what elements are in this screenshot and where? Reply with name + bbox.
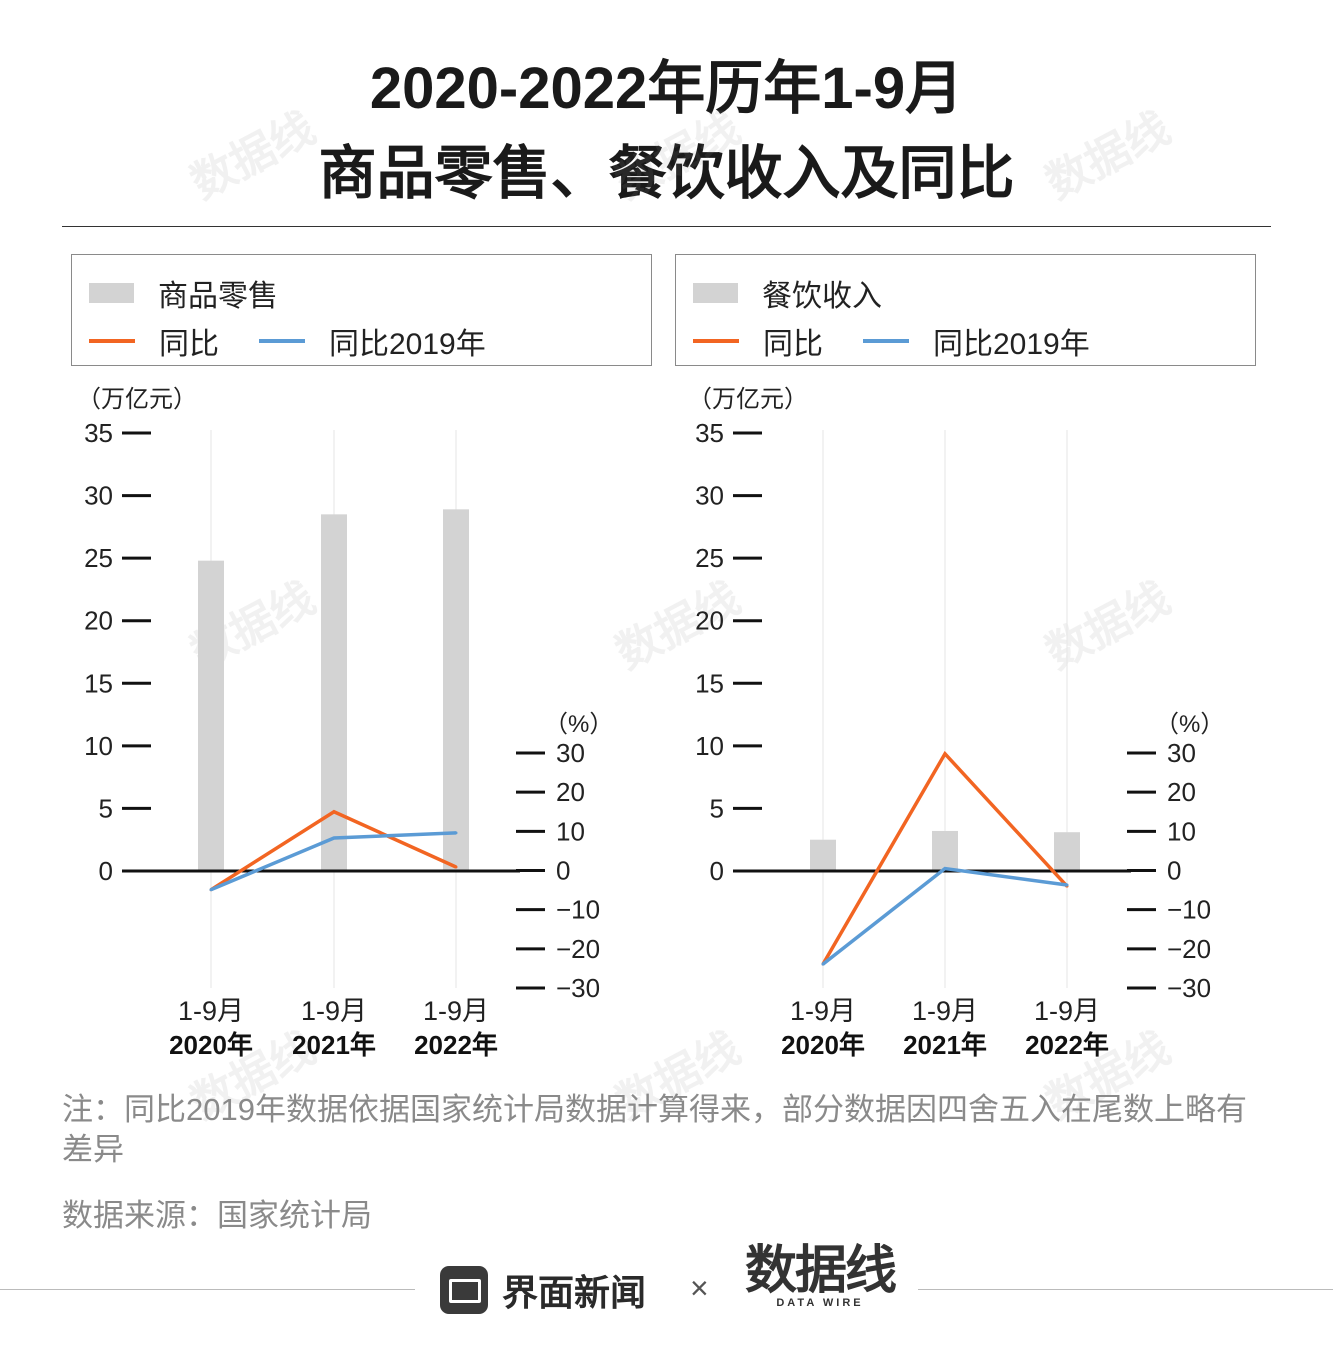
legend-catering: 餐饮收入 同比 同比2019年 [675, 254, 1256, 366]
series-point [821, 962, 825, 966]
title-divider [62, 226, 1271, 227]
y-tick-label: 10 [84, 731, 113, 761]
datawire-logo: 数据线 [745, 1242, 897, 1300]
datawire-subtitle: DATA WIRE [776, 1297, 864, 1309]
y-tick-label: 10 [695, 731, 724, 761]
x-tick-label: 1-9月 [912, 996, 978, 1026]
legend-item-bar: 商品零售 [89, 271, 278, 315]
times-sign: × [690, 1270, 709, 1306]
x-tick-label-year: 2021年 [903, 1030, 987, 1060]
chart-title-line2: 商品零售、餐饮收入及同比 [318, 141, 1015, 206]
y2-tick-label: 0 [556, 856, 570, 886]
legend-item-yoy: 同比 [693, 319, 823, 363]
y-tick-label: 5 [710, 793, 724, 823]
legend-item-yoy: 同比 [89, 319, 219, 363]
x-tick-label-year: 2022年 [414, 1030, 498, 1060]
legend-swatch-yoy [89, 339, 135, 343]
y2-tick-label: 20 [1167, 777, 1196, 807]
brand-datawire: 数据线 DATA WIRE [745, 1242, 897, 1309]
series-point [454, 831, 458, 835]
footer-divider-right [918, 1289, 1333, 1290]
legend-label: 同比 [159, 328, 219, 361]
legend-swatch-bar [89, 283, 134, 303]
x-tick-label-year: 2020年 [781, 1030, 865, 1060]
y-tick-label: 20 [695, 606, 724, 636]
y2-tick-label: 10 [556, 816, 585, 846]
y-tick-label: 30 [695, 481, 724, 511]
y-tick-label: 35 [695, 418, 724, 448]
y2-tick-label: −30 [1167, 973, 1211, 1003]
bar [198, 560, 224, 871]
x-tick-label: 1-9月 [1034, 996, 1100, 1026]
y-tick-label: 35 [84, 418, 113, 448]
x-tick-label-year: 2020年 [169, 1030, 253, 1060]
y2-tick-label: 10 [1167, 816, 1196, 846]
y2-tick-label: −10 [556, 895, 600, 925]
y-tick-label: 25 [84, 543, 113, 573]
y-axis-label: （万亿元） [77, 386, 197, 413]
bar [810, 839, 836, 871]
x-tick-label-year: 2021年 [292, 1030, 376, 1060]
y-tick-label: 15 [695, 668, 724, 698]
bar [932, 830, 958, 871]
y-tick-label: 5 [99, 793, 113, 823]
x-tick-label: 1-9月 [423, 996, 489, 1026]
legend-label: 同比2019年 [933, 328, 1090, 361]
series-point [943, 752, 947, 756]
legend-item-vs2019: 同比2019年 [863, 319, 1090, 363]
legend-retail: 商品零售 同比 同比2019年 [71, 254, 652, 366]
y2-tick-label: 30 [1167, 738, 1196, 768]
legend-swatch-bar [693, 283, 738, 303]
legend-swatch-yoy [693, 339, 739, 343]
y2-axis-label: （%） [544, 711, 613, 738]
series-point [454, 865, 458, 869]
chart-title-line1: 2020-2022年历年1-9月 [369, 56, 964, 121]
bar [443, 509, 469, 871]
y-tick-label: 15 [84, 668, 113, 698]
y2-tick-label: −30 [556, 973, 600, 1003]
legend-item-bar: 餐饮收入 [693, 271, 882, 315]
jiemian-logo-icon [440, 1266, 488, 1314]
brand-name: 界面新闻 [502, 1272, 647, 1313]
legend-label: 商品零售 [158, 280, 278, 313]
y2-tick-label: 20 [556, 777, 585, 807]
y2-tick-label: −10 [1167, 895, 1211, 925]
y-tick-label: 0 [99, 856, 113, 886]
x-tick-label-year: 2022年 [1025, 1030, 1109, 1060]
y2-axis-label: （%） [1155, 711, 1224, 738]
y2-tick-label: 30 [556, 738, 585, 768]
series-point [332, 836, 336, 840]
x-tick-label: 1-9月 [301, 996, 367, 1026]
legend-label: 同比 [763, 328, 823, 361]
legend-label: 餐饮收入 [762, 280, 882, 313]
footer-divider-left [0, 1289, 415, 1290]
series-point [209, 888, 213, 892]
series-point [943, 867, 947, 871]
x-tick-label: 1-9月 [790, 996, 856, 1026]
y-axis-label: （万亿元） [688, 386, 808, 413]
legend-swatch-vs2019 [863, 339, 909, 343]
x-tick-label: 1-9月 [178, 996, 244, 1026]
y-tick-label: 30 [84, 481, 113, 511]
legend-item-vs2019: 同比2019年 [259, 319, 486, 363]
y2-tick-label: 0 [1167, 856, 1181, 886]
data-source: 数据来源：国家统计局 [62, 1198, 372, 1233]
y-tick-label: 25 [695, 543, 724, 573]
y2-tick-label: −20 [556, 934, 600, 964]
footnote: 注：同比2019年数据依据国家统计局数据计算得来，部分数据因四舍五入在尾数上略有… [62, 1092, 1247, 1167]
brand-jiemian: 界面新闻 [440, 1264, 646, 1316]
y-tick-label: 20 [84, 606, 113, 636]
legend-swatch-vs2019 [259, 339, 305, 343]
series-point [1065, 883, 1069, 887]
legend-label: 同比2019年 [329, 328, 486, 361]
series-point [332, 810, 336, 814]
y-tick-label: 0 [710, 856, 724, 886]
bar [1054, 832, 1080, 871]
y2-tick-label: −20 [1167, 934, 1211, 964]
